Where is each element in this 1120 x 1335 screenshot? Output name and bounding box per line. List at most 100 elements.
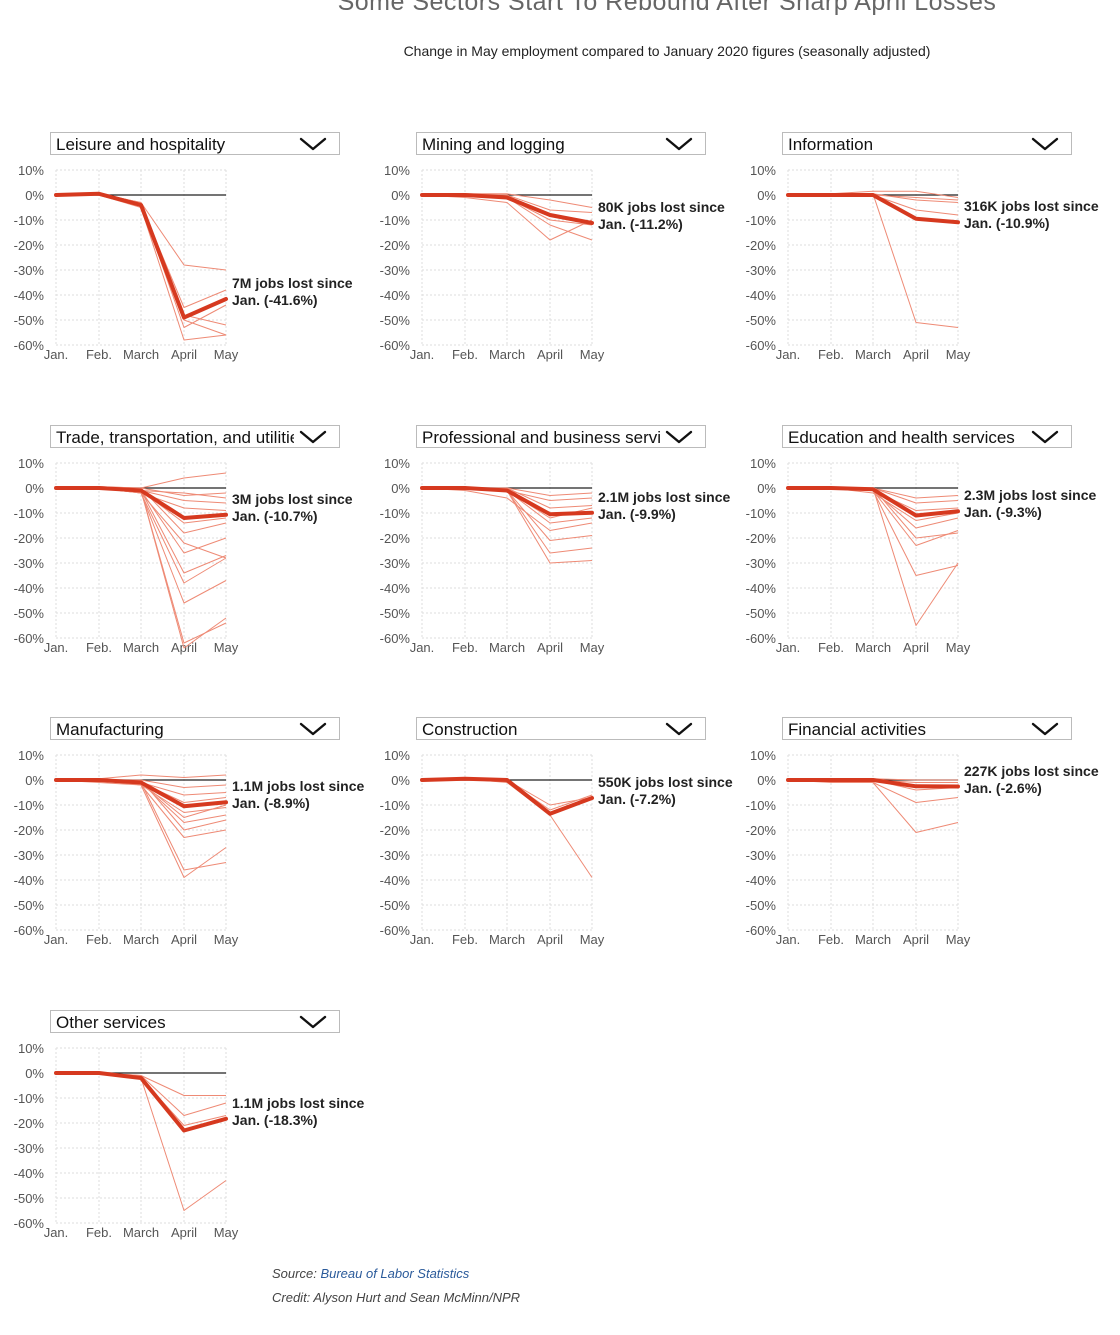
x-tick-label: May [580, 932, 605, 947]
y-tick-label: -20% [380, 531, 411, 546]
y-tick-label: -10% [14, 213, 45, 228]
x-tick-label: Feb. [818, 347, 844, 362]
y-tick-label: -60% [14, 338, 45, 353]
x-tick-label: March [123, 347, 159, 362]
y-tick-label: -60% [746, 923, 777, 938]
y-tick-label: -50% [14, 606, 45, 621]
y-tick-label: -10% [746, 213, 777, 228]
y-tick-label: 0% [25, 1066, 44, 1081]
sector-dropdown[interactable]: Construction [416, 717, 706, 740]
annotation-line2: Jan. (-18.3%) [232, 1112, 318, 1128]
y-tick-label: -40% [380, 873, 411, 888]
sector-dropdown-label: Leisure and hospitality [56, 135, 226, 154]
sector-dropdown[interactable]: Leisure and hospitality [50, 132, 340, 155]
annotation-line2: Jan. (-2.6%) [964, 780, 1042, 796]
annotation-line1: 80K jobs lost since [598, 199, 725, 215]
sector-dropdown[interactable]: Education and health services [782, 425, 1072, 448]
x-tick-label: Feb. [818, 932, 844, 947]
subsector-line [422, 487, 593, 524]
line-plot: 10% 0% -10% -20% -30% -40% -50% -60%Jan. Feb. Mar… [380, 163, 605, 362]
y-tick-label: -20% [380, 238, 411, 253]
x-tick-label: Jan. [44, 932, 69, 947]
sector-dropdown-label: Manufacturing [56, 720, 164, 739]
x-tick-label: March [123, 932, 159, 947]
sector-chart: Professional and business services 10% 0% -… [366, 425, 730, 675]
y-tick-label: 10% [750, 456, 776, 471]
x-tick-label: Jan. [410, 932, 435, 947]
x-tick-label: Jan. [776, 347, 801, 362]
y-tick-label: -20% [14, 823, 45, 838]
line-plot: 10% 0% -10% -20% -30% -40% -50% -60%Jan. Feb. Mar… [746, 456, 971, 655]
loss-annotation: 2.3M jobs lost since Jan. (-9.3%) [964, 487, 1096, 521]
y-tick-label: -20% [746, 531, 777, 546]
y-tick-label: -30% [746, 263, 777, 278]
annotation-line2: Jan. (-10.9%) [964, 215, 1050, 231]
sector-dropdown[interactable]: Trade, transportation, and utilities [50, 425, 340, 448]
x-tick-label: April [171, 1225, 197, 1240]
annotation-line2: Jan. (-11.2%) [598, 216, 683, 232]
x-tick-label: Feb. [452, 932, 478, 947]
y-tick-label: -10% [14, 1091, 45, 1106]
y-tick-label: -40% [14, 873, 45, 888]
y-tick-label: -40% [746, 581, 777, 596]
y-tick-label: -40% [380, 288, 411, 303]
y-tick-label: -50% [380, 898, 411, 913]
sector-total-line [54, 778, 228, 809]
y-tick-label: -30% [746, 848, 777, 863]
annotation-line2: Jan. (-9.9%) [598, 506, 676, 522]
y-tick-label: -60% [14, 631, 45, 646]
sector-dropdown[interactable]: Financial activities [782, 717, 1072, 740]
y-tick-label: 10% [18, 163, 44, 178]
annotation-line2: Jan. (-9.3%) [964, 504, 1042, 520]
line-plot: 10% 0% -10% -20% -30% -40% -50% -60%Jan. Feb. Mar… [380, 456, 605, 655]
x-tick-label: Jan. [410, 347, 435, 362]
chart-subtitle: Change in May employment compared to Jan… [403, 43, 931, 59]
chevron-down-icon [299, 1015, 327, 1029]
y-tick-label: -50% [14, 898, 45, 913]
y-tick-label: -20% [14, 531, 45, 546]
sector-chart: Construction 10% 0% -10% -20% -30% -40% -50% -60… [366, 717, 733, 967]
source-note: Source: Bureau of Labor Statistics [272, 1266, 469, 1281]
sector-total-line [420, 193, 594, 225]
y-tick-label: 10% [384, 163, 410, 178]
line-plot: 10% 0% -10% -20% -30% -40% -50% -60%Jan. Feb. Mar… [14, 748, 239, 947]
y-tick-label: -50% [380, 606, 411, 621]
sector-chart: Trade, transportation, and utilities 10% 0… [0, 425, 362, 675]
sector-chart: Leisure and hospitality 10% 0% -10% -20% -30%… [0, 132, 362, 382]
loss-annotation: 1.1M jobs lost since Jan. (-8.9%) [232, 778, 364, 812]
loss-annotation: 80K jobs lost since Jan. (-11.2%) [598, 199, 725, 233]
x-tick-label: March [123, 1225, 159, 1240]
y-tick-label: 10% [18, 1041, 44, 1056]
sector-dropdown[interactable]: Manufacturing [50, 717, 340, 740]
chevron-down-icon [299, 137, 327, 151]
sector-dropdown[interactable]: Mining and logging [416, 132, 706, 155]
sector-dropdown-label: Other services [56, 1013, 166, 1032]
y-tick-label: -30% [14, 848, 45, 863]
annotation-line1: 3M jobs lost since [232, 491, 353, 507]
x-tick-label: April [537, 640, 563, 655]
source-link[interactable]: Bureau of Labor Statistics [320, 1266, 470, 1281]
x-tick-label: April [903, 640, 929, 655]
y-tick-label: -10% [14, 798, 45, 813]
sector-total-line [420, 776, 594, 816]
credit-note: Credit: Alyson Hurt and Sean McMinn/NPR [272, 1290, 521, 1305]
y-tick-label: -30% [380, 556, 411, 571]
loss-annotation: 550K jobs lost since Jan. (-7.2%) [598, 774, 733, 808]
sector-dropdown[interactable]: Information [782, 132, 1072, 155]
annotation-line1: 550K jobs lost since [598, 774, 733, 790]
y-tick-label: 0% [391, 188, 410, 203]
sector-total-line [420, 486, 594, 517]
y-tick-label: -30% [380, 848, 411, 863]
sector-dropdown-label: Trade, transportation, and utilities [56, 428, 294, 447]
sector-dropdown[interactable]: Professional and business services [416, 425, 706, 448]
x-tick-label: Feb. [86, 640, 112, 655]
y-tick-label: -10% [746, 506, 777, 521]
annotation-line1: 227K jobs lost since [964, 763, 1099, 779]
x-tick-label: April [903, 347, 929, 362]
y-tick-label: 0% [391, 773, 410, 788]
sector-dropdown[interactable]: Other services [50, 1010, 340, 1033]
line-plot: 10% 0% -10% -20% -30% -40% -50% -60%Jan. Feb. Mar… [14, 163, 239, 362]
sector-chart: Information 10% 0% -10% -20% -30% -40% -50% -60%… [732, 132, 1099, 382]
chevron-down-icon [665, 137, 693, 151]
line-plot: 10% 0% -10% -20% -30% -40% -50% -60%Jan. Feb. Mar… [14, 456, 239, 655]
